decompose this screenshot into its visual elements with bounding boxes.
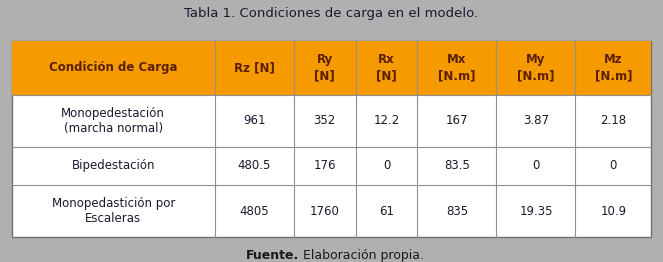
Text: 10.9: 10.9 [600, 205, 627, 217]
Text: Monopedestación
(marcha normal): Monopedestación (marcha normal) [62, 107, 165, 135]
Text: Condición de Carga: Condición de Carga [49, 61, 178, 74]
Text: 480.5: 480.5 [237, 160, 271, 172]
Text: Rz [N]: Rz [N] [234, 61, 274, 74]
Text: 961: 961 [243, 114, 265, 127]
Text: 12.2: 12.2 [373, 114, 400, 127]
Text: 1760: 1760 [310, 205, 339, 217]
Text: Elaboración propia.: Elaboración propia. [299, 249, 424, 262]
Text: My
[N.m]: My [N.m] [517, 53, 555, 82]
Text: Fuente. Elaboración propia.: Fuente. Elaboración propia. [246, 249, 417, 262]
Text: 3.87: 3.87 [523, 114, 549, 127]
Text: Rx
[N]: Rx [N] [376, 53, 397, 82]
Text: 167: 167 [446, 114, 468, 127]
Text: Mz
[N.m]: Mz [N.m] [595, 53, 632, 82]
Text: 0: 0 [609, 160, 617, 172]
Text: 61: 61 [379, 205, 394, 217]
Text: Ry
[N]: Ry [N] [314, 53, 335, 82]
Text: Fuente.: Fuente. [246, 249, 299, 262]
Text: 176: 176 [314, 160, 336, 172]
Text: 2.18: 2.18 [600, 114, 627, 127]
Text: 352: 352 [314, 114, 335, 127]
Text: Bipedestación: Bipedestación [72, 160, 155, 172]
Text: 835: 835 [446, 205, 468, 217]
Text: Tabla 1. Condiciones de carga en el modelo.: Tabla 1. Condiciones de carga en el mode… [184, 7, 479, 20]
Bar [12, 41, 651, 95]
Bar [12, 41, 651, 237]
Text: 0: 0 [383, 160, 390, 172]
Text: 19.35: 19.35 [519, 205, 553, 217]
Text: 83.5: 83.5 [444, 160, 470, 172]
Text: 4805: 4805 [239, 205, 269, 217]
Text: Monopedastición por
Escaleras: Monopedastición por Escaleras [52, 197, 175, 225]
Text: Mx
[N.m]: Mx [N.m] [438, 53, 475, 82]
Text: 0: 0 [532, 160, 540, 172]
